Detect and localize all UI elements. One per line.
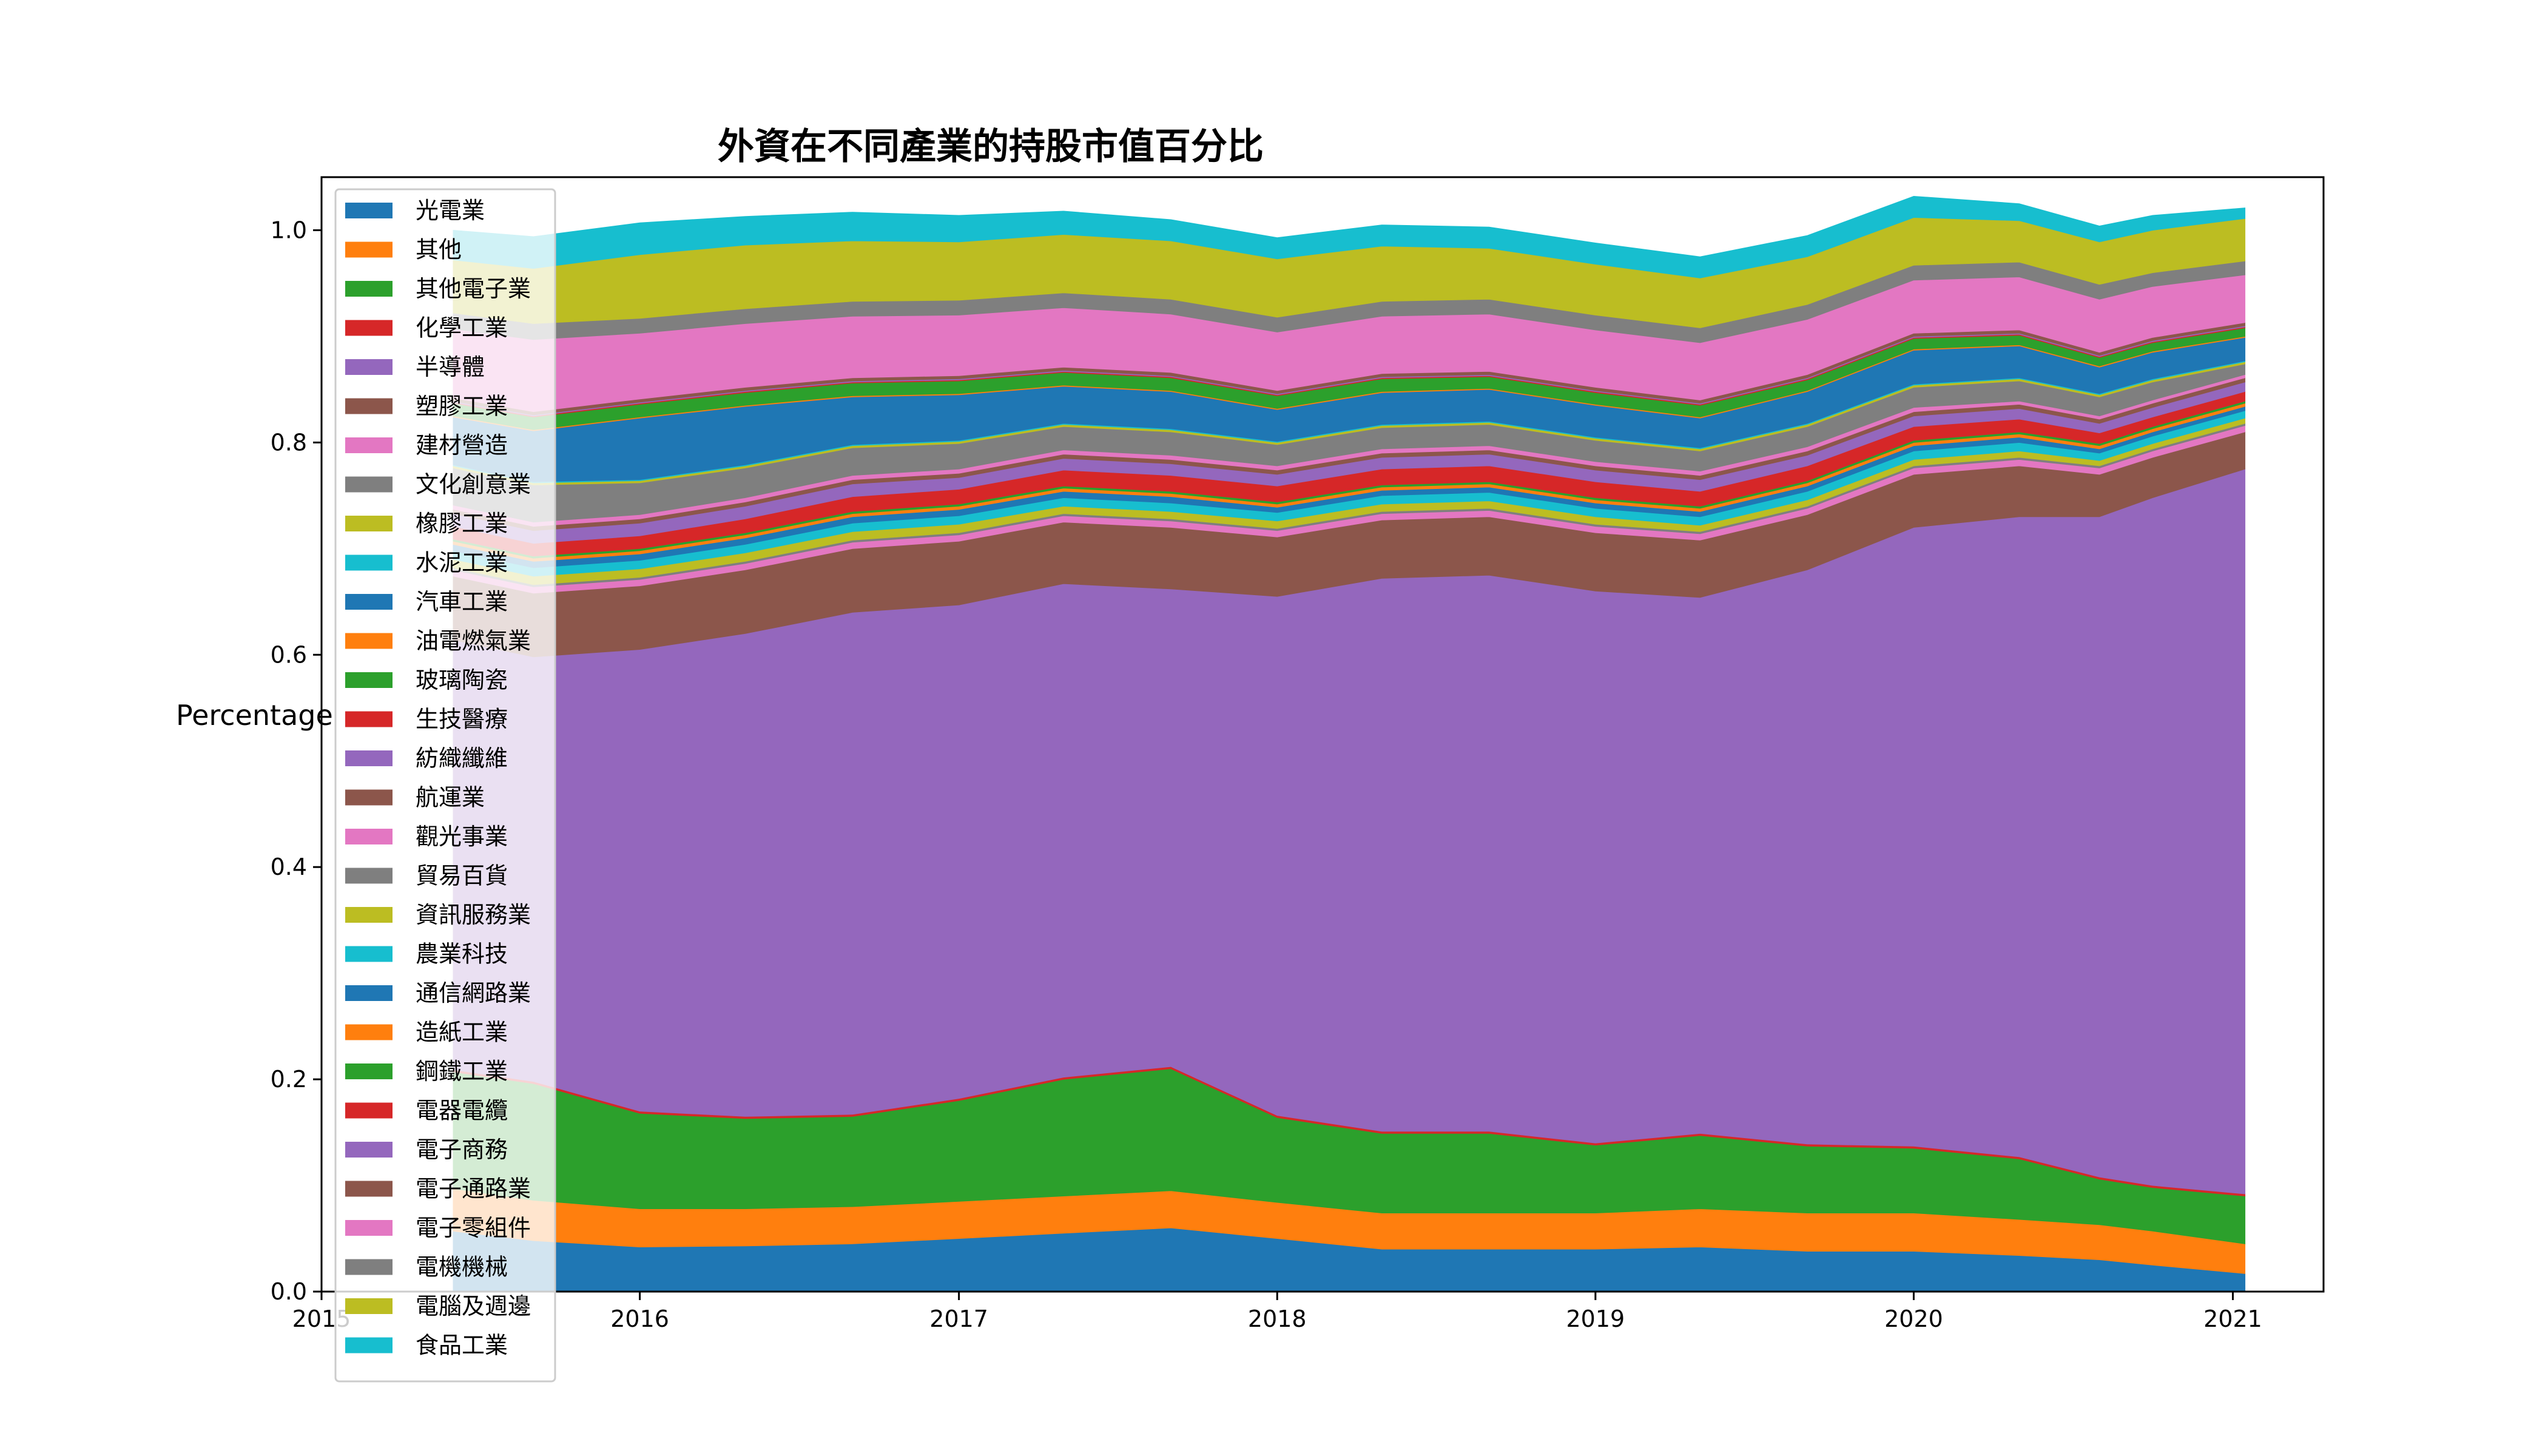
- legend-swatch: [345, 398, 393, 414]
- legend-label: 電機機械: [416, 1254, 508, 1281]
- legend-label: 食品工業: [416, 1332, 508, 1359]
- legend-label: 資訊服務業: [416, 902, 531, 928]
- y-tick-label: 1.0: [271, 217, 307, 243]
- legend-swatch: [345, 711, 393, 727]
- x-axis: 2015 2016 2017 2018 2019 2020 2021: [292, 1292, 2262, 1332]
- legend-swatch: [345, 868, 393, 884]
- legend-label: 航運業: [416, 784, 485, 811]
- legend-swatch: [345, 633, 393, 649]
- legend-label: 其他電子業: [416, 275, 531, 302]
- x-tick-label: 2020: [1884, 1306, 1943, 1332]
- legend-label: 橡膠工業: [416, 510, 508, 537]
- legend-swatch: [345, 1181, 393, 1197]
- legend-label: 塑膠工業: [416, 393, 508, 420]
- legend-label: 汽車工業: [416, 588, 508, 615]
- legend-swatch: [345, 281, 393, 297]
- y-axis-label: Percentage: [176, 699, 333, 732]
- y-tick-label: 0.6: [271, 641, 307, 668]
- legend-label: 其他: [416, 237, 462, 263]
- legend-label: 紡織纖維: [416, 745, 508, 772]
- legend-label: 化學工業: [416, 315, 508, 342]
- area-series-30: [453, 195, 2246, 278]
- legend-label: 貿易百貨: [416, 863, 508, 889]
- x-tick-label: 2018: [1248, 1306, 1307, 1332]
- legend-swatch: [345, 437, 393, 453]
- legend-label: 電子零組件: [416, 1215, 531, 1241]
- legend-swatch: [345, 946, 393, 962]
- legend-label: 農業科技: [416, 941, 508, 968]
- y-tick-label: 0.4: [271, 854, 307, 880]
- legend-swatch: [345, 1220, 393, 1236]
- stacked-areas: [453, 195, 2246, 1292]
- legend-swatch: [345, 203, 393, 218]
- legend-label: 電子商務: [416, 1136, 508, 1163]
- y-tick-label: 0.2: [271, 1066, 307, 1093]
- legend-swatch: [345, 476, 393, 493]
- legend-label: 光電業: [416, 197, 485, 224]
- legend-label: 油電燃氣業: [416, 628, 531, 655]
- legend-swatch: [345, 516, 393, 531]
- legend-label: 文化創意業: [416, 471, 531, 498]
- legend-swatch: [345, 750, 393, 766]
- legend-swatch: [345, 672, 393, 688]
- legend-swatch: [345, 1142, 393, 1158]
- legend-label: 生技醫療: [416, 706, 508, 733]
- legend-swatch: [345, 594, 393, 610]
- x-tick-label: 2021: [2203, 1306, 2262, 1332]
- legend-swatch: [345, 1102, 393, 1119]
- legend-label: 電子通路業: [416, 1176, 531, 1202]
- legend-swatch: [345, 907, 393, 923]
- chart-title: 外資在不同產業的持股市值百分比: [718, 126, 1264, 168]
- legend: 光電業其他其他電子業化學工業半導體塑膠工業建材營造文化創意業橡膠工業水泥工業汽車…: [334, 188, 556, 1383]
- legend-label: 半導體: [416, 354, 485, 380]
- legend-label: 造紙工業: [416, 1019, 508, 1046]
- legend-swatch: [345, 1298, 393, 1314]
- legend-label: 水泥工業: [416, 550, 508, 576]
- legend-swatch: [345, 554, 393, 571]
- plot-frame: [320, 176, 2325, 1293]
- legend-swatch: [345, 1024, 393, 1040]
- x-tick-label: 2017: [929, 1306, 988, 1332]
- legend-swatch: [345, 241, 393, 258]
- legend-swatch: [345, 1259, 393, 1275]
- legend-swatch: [345, 985, 393, 1001]
- y-axis: 0.0 0.2 0.4 0.6 0.8 1.0: [271, 217, 322, 1305]
- legend-label: 建材營造: [416, 432, 508, 459]
- legend-label: 觀光事業: [416, 823, 508, 850]
- legend-swatch: [345, 359, 393, 375]
- legend-label: 玻璃陶瓷: [416, 667, 508, 693]
- y-tick-label: 0.8: [271, 429, 307, 456]
- x-tick-label: 2016: [610, 1306, 669, 1332]
- legend-swatch: [345, 1063, 393, 1079]
- x-tick-label: 2019: [1566, 1306, 1625, 1332]
- legend-label: 鋼鐵工業: [416, 1058, 508, 1085]
- legend-label: 電腦及週邊: [416, 1293, 531, 1320]
- legend-label: 電器電纜: [416, 1097, 508, 1124]
- legend-swatch: [345, 829, 393, 844]
- legend-label: 通信網路業: [416, 980, 531, 1006]
- legend-swatch: [345, 1337, 393, 1353]
- legend-swatch: [345, 320, 393, 336]
- legend-swatch: [345, 789, 393, 806]
- y-tick-label: 0.0: [271, 1278, 307, 1305]
